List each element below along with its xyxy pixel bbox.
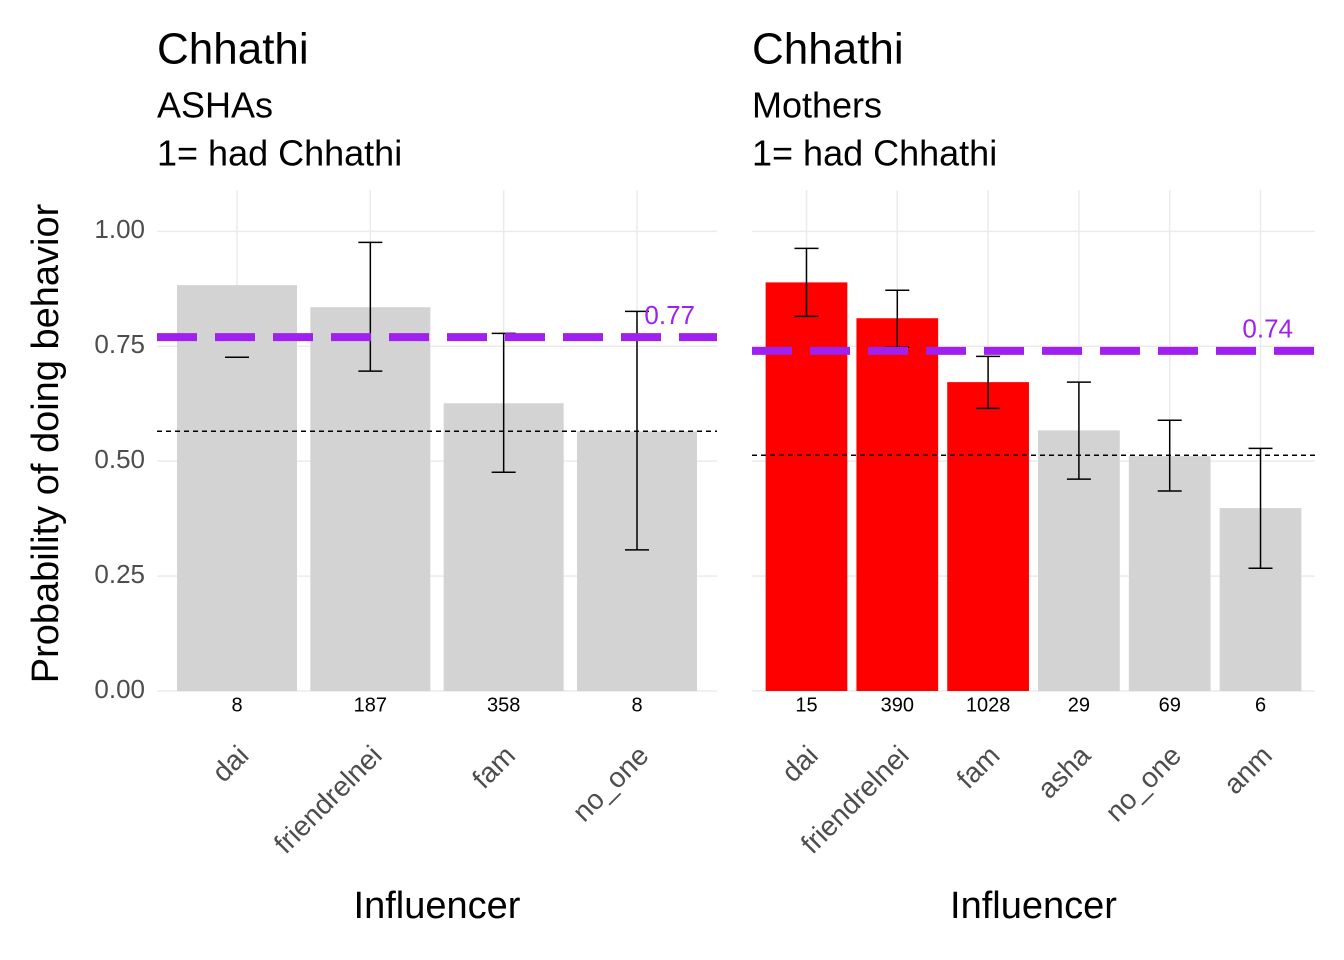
chart-title: Chhathi xyxy=(752,25,904,74)
y-tick-label: 0.25 xyxy=(94,559,145,589)
x-tick-label: friendrelnei xyxy=(268,740,388,860)
x-axis-title: Influencer xyxy=(950,885,1117,927)
y-tick-label: 0.75 xyxy=(94,329,145,359)
x-tick-label: no_one xyxy=(1099,740,1187,828)
bar xyxy=(1128,456,1211,691)
y-tick-label: 1.00 xyxy=(94,214,145,244)
count-label: 358 xyxy=(487,694,520,716)
count-label: 8 xyxy=(631,694,642,716)
bar xyxy=(856,318,939,691)
count-label: 8 xyxy=(231,694,242,716)
bar xyxy=(177,285,297,691)
chart-subtitle: 1= had Chhathi xyxy=(157,133,402,174)
x-tick-label: anm xyxy=(1218,740,1278,800)
x-tick-label: asha xyxy=(1032,739,1097,804)
bar xyxy=(765,282,848,691)
mean-label: 0.77 xyxy=(644,300,695,330)
count-label: 15 xyxy=(795,694,817,716)
bar xyxy=(947,382,1029,691)
chart-subtitle: ASHAs xyxy=(157,85,273,126)
chart-title: Chhathi xyxy=(157,25,309,74)
count-label: 69 xyxy=(1159,694,1181,716)
x-tick-label: dai xyxy=(776,740,824,788)
y-tick-label: 0.50 xyxy=(94,444,145,474)
y-tick-label: 0.00 xyxy=(94,674,145,704)
chart-subtitle: Mothers xyxy=(752,85,882,126)
x-tick-label: dai xyxy=(206,740,254,788)
x-tick-label: fam xyxy=(466,740,521,795)
mean-label: 0.74 xyxy=(1242,314,1293,344)
x-tick-label: fam xyxy=(951,740,1006,795)
count-label: 1028 xyxy=(966,694,1011,716)
x-tick-label: no_one xyxy=(566,740,654,828)
chart-subtitle: 1= had Chhathi xyxy=(752,133,997,174)
count-label: 187 xyxy=(354,694,387,716)
x-axis-title: Influencer xyxy=(354,885,521,927)
count-label: 6 xyxy=(1255,694,1266,716)
count-label: 29 xyxy=(1068,694,1090,716)
y-axis-title: Probability of doing behavior xyxy=(25,203,67,683)
count-label: 390 xyxy=(881,694,914,716)
